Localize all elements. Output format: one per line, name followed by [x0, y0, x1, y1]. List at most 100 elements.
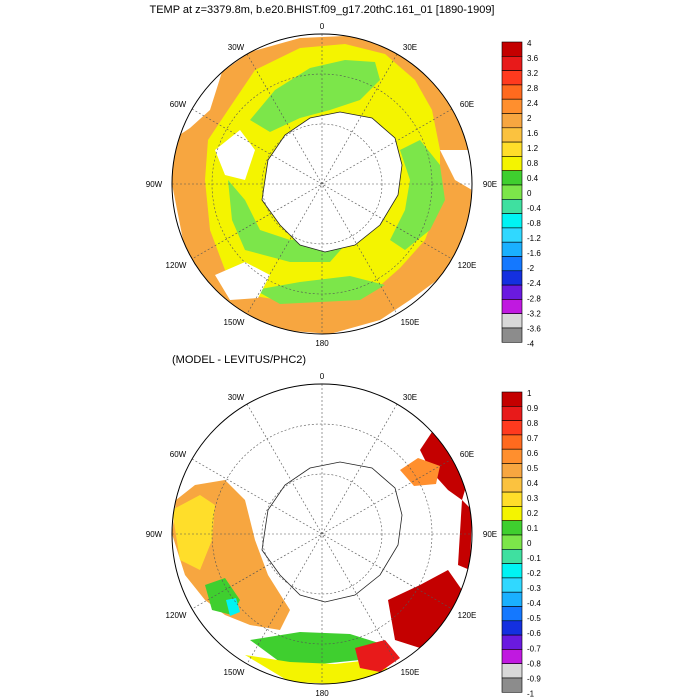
colorbar-swatch — [501, 270, 523, 286]
antarctica-p1 — [261, 111, 403, 253]
panel-1-lon-labels: 0 30E 60E 90E 120E 150E 180 150W 120W 90… — [146, 22, 497, 348]
graticule-p2 — [172, 384, 472, 684]
lon-120e: 120E — [458, 261, 477, 270]
colorbar-swatch — [501, 127, 523, 143]
colorbar-label: 0.9 — [527, 404, 539, 413]
panel-1-border — [171, 33, 473, 335]
cyan-patch-west — [226, 598, 240, 616]
colorbar-label: -2.4 — [527, 279, 541, 288]
white-gap-bottom-p1 — [215, 262, 270, 300]
colorbar-swatch — [501, 170, 523, 186]
colorbar-label: -2.8 — [527, 294, 541, 303]
colorbar-swatch — [501, 313, 523, 329]
colorbar-label: -0.8 — [527, 219, 541, 228]
colorbar-label: 4 — [527, 39, 532, 48]
colorbar-swatch — [501, 391, 523, 407]
lon-120w: 120W — [166, 261, 187, 270]
colorbar-label: -0.5 — [527, 614, 541, 623]
colorbar-swatch — [501, 284, 523, 300]
colorbar-swatch — [501, 520, 523, 536]
colorbar-swatch — [501, 199, 523, 214]
panel-2-title: (MODEL - LEVITUS/PHC2) — [172, 354, 306, 366]
colorbar-label: -3.2 — [527, 309, 541, 318]
red-patch-south — [355, 640, 400, 672]
colorbar-label: 0.1 — [527, 524, 539, 533]
colorbar-label: 1 — [527, 389, 532, 398]
colorbar-swatch — [501, 463, 523, 479]
red-strip-right — [458, 500, 472, 570]
lon2-60w: 60W — [170, 450, 187, 459]
lon-30e: 30E — [403, 43, 417, 52]
panel-2-lon-labels: 0 30E 60E 90E 120E 150E 180 150W 120W 90… — [146, 372, 497, 698]
lon-150e: 150E — [401, 318, 420, 327]
colorbar-label: -0.9 — [527, 674, 541, 683]
colorbar-label: -1 — [527, 689, 535, 698]
colorbar-label: 0 — [527, 189, 532, 198]
colorbar-swatch — [501, 405, 523, 421]
colorbar-swatch — [501, 591, 523, 607]
panel-1: TEMP at z=3379.8m, b.e20.BHIST.f09_g17.2… — [146, 4, 542, 348]
lon2-120w: 120W — [166, 611, 187, 620]
colorbar-label: 0.7 — [527, 434, 539, 443]
colorbar-label: 0.4 — [527, 174, 539, 183]
colorbar-swatch — [501, 649, 523, 665]
white-gap-left-p1 — [215, 130, 255, 180]
colorbar-swatch — [501, 113, 523, 129]
colorbar-swatch — [501, 184, 523, 200]
panel-1-colorbar: 4 3.6 3.2 2.8 2.4 2 1.6 1.2 0.8 0.4 0 -0.4 -0.8 -1.2 -… — [501, 39, 541, 348]
colorbar-label: 0.6 — [527, 449, 539, 458]
colorbar-label: 0.3 — [527, 494, 539, 503]
colorbar-swatch — [501, 98, 523, 114]
colorbar-label: 1.6 — [527, 129, 539, 138]
colorbar-swatch — [501, 620, 523, 636]
lon2-0: 0 — [320, 372, 325, 381]
colorbar-label: 0 — [527, 539, 532, 548]
colorbar-label: -0.2 — [527, 569, 541, 578]
colorbar-swatch — [501, 606, 523, 622]
colorbar-label: -2 — [527, 264, 535, 273]
panel-2-border — [171, 383, 473, 685]
antarctica-p2 — [261, 461, 403, 603]
colorbar-swatch — [501, 677, 523, 693]
colorbar-swatch — [501, 548, 523, 564]
colorbar-label: -0.3 — [527, 584, 541, 593]
lon2-120e: 120E — [458, 611, 477, 620]
graticule-p1 — [172, 34, 472, 334]
yellow-field-west — [172, 495, 215, 570]
colorbar-swatch — [501, 41, 523, 57]
colorbar-swatch — [501, 84, 523, 100]
colorbar-swatch — [501, 55, 523, 71]
colorbar-swatch — [501, 506, 523, 521]
colorbar-swatch — [501, 448, 523, 464]
colorbar-label: -3.6 — [527, 324, 541, 333]
colorbar-swatch — [501, 70, 523, 86]
green-band-1 — [250, 60, 380, 132]
lon2-150w: 150W — [224, 668, 245, 677]
lon2-150e: 150E — [401, 668, 420, 677]
yellow-band-south — [245, 655, 395, 684]
lon2-30e: 30E — [403, 393, 417, 402]
lon2-90w: 90W — [146, 530, 163, 539]
green-band-3 — [390, 140, 445, 250]
colorbar-label: 2 — [527, 114, 532, 123]
colorbar-swatch — [501, 156, 523, 171]
lon-60w: 60W — [170, 100, 187, 109]
colorbar-label: -0.7 — [527, 644, 541, 653]
colorbar-swatch — [501, 663, 523, 679]
panel-1-title: TEMP at z=3379.8m, b.e20.BHIST.f09_g17.2… — [149, 4, 494, 16]
colorbar-label: 0.4 — [527, 479, 539, 488]
lon-90e: 90E — [483, 180, 497, 189]
lon2-180: 180 — [315, 689, 329, 698]
colorbar-swatch — [501, 241, 523, 257]
lon-150w: 150W — [224, 318, 245, 327]
lon-30w: 30W — [228, 43, 245, 52]
colorbar-swatch — [501, 299, 523, 314]
panel-2: (MODEL - LEVITUS/PHC2) — [146, 354, 542, 698]
colorbar-label: 0.8 — [527, 159, 539, 168]
orange-blob-60e — [400, 458, 440, 486]
lon-60e: 60E — [460, 100, 474, 109]
colorbar-swatch — [501, 434, 523, 450]
colorbar-label: -1.6 — [527, 249, 541, 258]
colorbar-label: -0.8 — [527, 659, 541, 668]
lon-0: 0 — [320, 22, 325, 31]
